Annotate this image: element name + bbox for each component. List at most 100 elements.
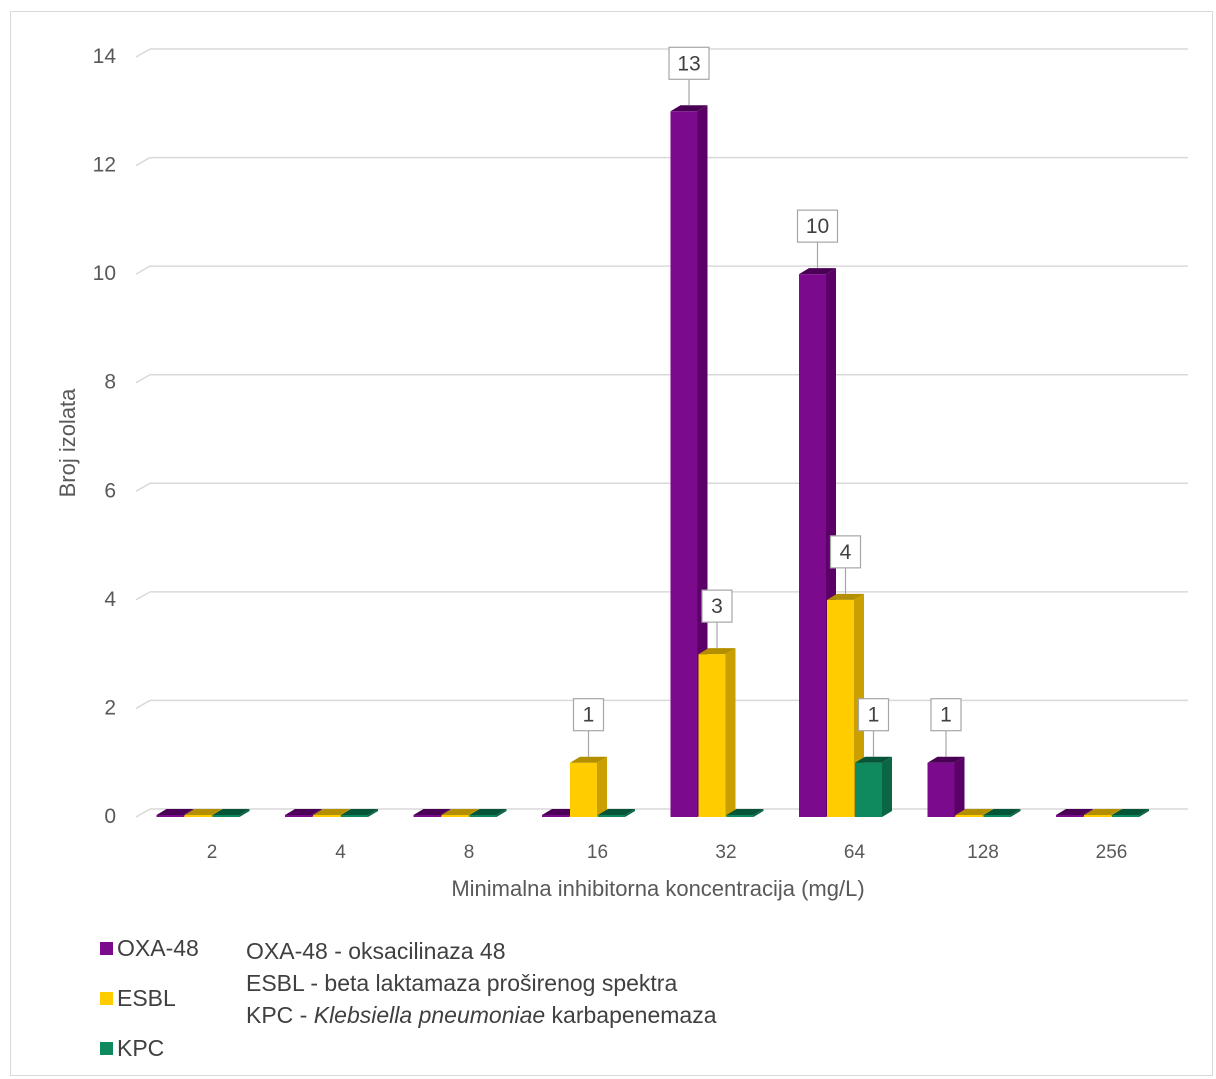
bar-top — [469, 809, 507, 815]
bar-side — [725, 648, 736, 817]
x-tick-label: 128 — [967, 842, 999, 863]
data-label-text: 1 — [583, 704, 595, 727]
bar-side — [954, 756, 965, 817]
bar — [698, 648, 736, 817]
y-tick-label: 6 — [104, 479, 116, 502]
data-label: 10 — [796, 209, 839, 269]
bar-front — [285, 815, 312, 817]
chart-frame — [10, 11, 1213, 1076]
bar-front — [1056, 815, 1083, 817]
data-label: 1 — [857, 698, 890, 757]
bar-top — [285, 809, 322, 815]
note-oxa48: OXA-48 - oksacilinaza 48 — [246, 938, 506, 964]
y-tick-label: 14 — [93, 45, 117, 68]
data-label-box — [572, 698, 605, 732]
gridline-edge — [135, 265, 151, 275]
bar-front — [598, 815, 625, 817]
bar — [855, 756, 892, 817]
data-label: 1 — [930, 698, 962, 757]
bar-front — [927, 762, 955, 817]
gridline-edge — [135, 482, 151, 492]
gridline-edge — [135, 374, 151, 384]
bar-top — [341, 809, 378, 815]
bar — [1112, 809, 1149, 817]
bar-front — [570, 762, 597, 817]
legend-label-esbl: ESBL — [117, 985, 176, 1011]
bar-top — [983, 809, 1021, 815]
bar-top — [441, 809, 479, 815]
bar-side — [882, 756, 892, 817]
legend-item-kpc: KPC — [100, 1035, 164, 1062]
bar-top — [212, 809, 250, 815]
bar-front — [313, 815, 340, 817]
note-kpc-prefix: KPC - — [246, 1002, 314, 1028]
bar-front — [1084, 815, 1111, 817]
data-label-text: 3 — [711, 595, 723, 618]
gridline-edge — [135, 48, 151, 58]
bar-front — [855, 762, 882, 817]
data-label-box — [930, 698, 962, 732]
gridline-edge — [135, 156, 151, 167]
bar — [598, 809, 635, 817]
bar-top — [670, 105, 708, 112]
bar-front — [212, 815, 240, 817]
bar-top — [927, 756, 965, 763]
legend-label-oxa48: OXA-48 — [117, 935, 199, 961]
data-label-box — [701, 589, 733, 623]
bar-top — [827, 593, 864, 600]
y-tick-label: 12 — [93, 154, 116, 177]
bar-front — [542, 815, 569, 817]
bar-top — [1056, 809, 1093, 815]
legend-swatch-esbl — [100, 992, 113, 1005]
y-tick-label: 10 — [93, 262, 116, 285]
data-label-box — [829, 535, 862, 569]
note-kpc: KPC - Klebsiella pneumoniae karbapenemaz… — [246, 999, 717, 1031]
bar-side — [1139, 809, 1149, 817]
bar-side — [239, 809, 250, 817]
x-tick-label: 4 — [335, 842, 346, 863]
bar-top — [313, 809, 350, 815]
data-label: 4 — [829, 535, 862, 594]
bar-front — [670, 111, 698, 818]
x-tick-label: 2 — [207, 842, 218, 863]
note-esbl: ESBL - beta laktamaza proširenog spektra — [246, 970, 678, 996]
bar-top — [156, 809, 194, 815]
y-axis-title: Broj izolata — [55, 388, 80, 498]
y-tick-label: 4 — [104, 588, 116, 611]
note-kpc-italic: Klebsiella pneumoniae — [313, 1002, 546, 1028]
legend-item-oxa48: OXA-48 — [100, 935, 199, 962]
bar — [726, 809, 764, 817]
bar-top — [855, 756, 892, 763]
bar-top — [955, 809, 993, 815]
bar-top — [1084, 809, 1121, 815]
bar-front — [726, 815, 754, 817]
x-tick-label: 64 — [844, 842, 866, 863]
bar — [469, 809, 507, 817]
bar-front — [698, 654, 726, 817]
bar-front — [184, 815, 212, 817]
bar-top — [542, 809, 579, 815]
data-label-text: 13 — [677, 52, 700, 75]
legend-swatch-kpc — [100, 1042, 113, 1055]
y-tick-label: 0 — [104, 805, 116, 828]
legend-swatch-oxa48 — [100, 942, 113, 955]
bar-top — [799, 268, 836, 275]
bar-top — [698, 648, 736, 655]
data-label: 3 — [701, 589, 733, 649]
bar-side — [597, 756, 607, 817]
bar-top — [1112, 809, 1149, 815]
bar-front — [827, 599, 854, 817]
y-tick-label: 2 — [104, 696, 116, 719]
data-label: 1 — [572, 698, 605, 757]
bar — [212, 809, 250, 817]
bar-side — [625, 809, 635, 817]
x-tick-label: 8 — [464, 842, 475, 863]
data-label-text: 4 — [840, 541, 852, 564]
bar — [570, 756, 607, 817]
x-tick-label: 16 — [587, 842, 608, 863]
bar-side — [753, 809, 764, 817]
legend-label-kpc: KPC — [117, 1035, 165, 1061]
data-label-box — [668, 46, 710, 80]
